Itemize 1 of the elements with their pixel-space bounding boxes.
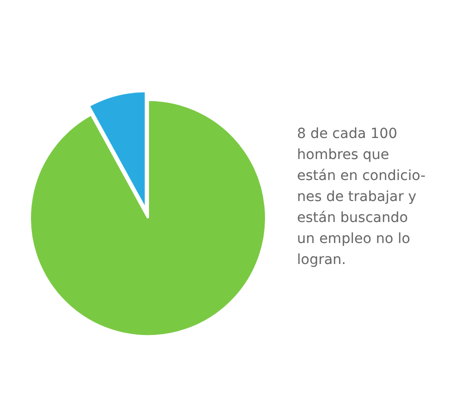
text: 8 de cada 100 hombres que están en condicio- nes de trabajar y están buscando un empleo no lo logran. [297, 126, 426, 268]
